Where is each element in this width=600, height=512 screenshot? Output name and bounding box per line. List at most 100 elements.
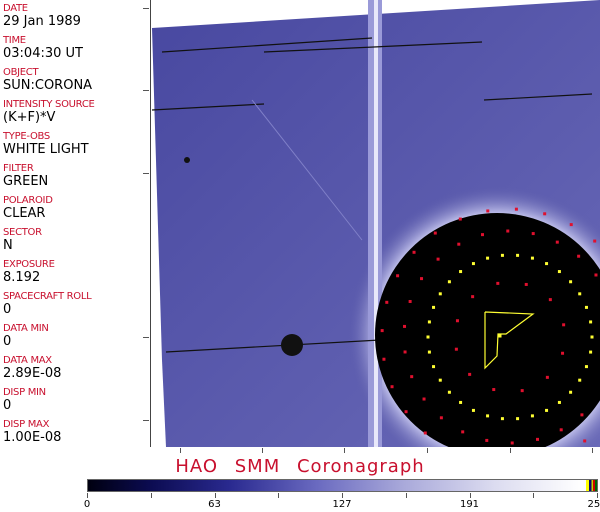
colorbar-tick [405, 493, 407, 498]
field-type-obs: TYPE-OBS WHITE LIGHT [3, 131, 89, 157]
yellow-marker [569, 280, 573, 284]
field-value: (K+F)*V [3, 110, 56, 125]
yellow-marker [584, 305, 588, 309]
yellow-marker [427, 320, 431, 324]
yellow-marker [500, 417, 504, 421]
yellow-marker [589, 320, 593, 324]
red-marker [485, 438, 489, 442]
colorbar-tick-label: 0 [83, 499, 91, 510]
red-marker [385, 300, 389, 304]
red-marker [543, 212, 547, 216]
red-marker [457, 242, 461, 246]
red-marker [403, 324, 407, 328]
yellow-marker [584, 365, 588, 369]
red-marker [396, 274, 400, 278]
yellow-marker [432, 365, 436, 369]
dust-spot [184, 157, 190, 163]
red-marker [496, 281, 500, 285]
field-value: CLEAR [3, 206, 46, 221]
red-marker [468, 372, 472, 376]
yellow-marker [557, 270, 561, 274]
red-marker [403, 350, 407, 354]
colorbar-overlay-colors [586, 480, 597, 491]
colorbar-tick-label: 255 [587, 499, 600, 510]
pylon-highlight [374, 0, 378, 447]
field-label: EXPOSURE [3, 259, 55, 270]
yellow-marker [471, 262, 475, 266]
axis-tick [427, 448, 428, 453]
colorbar [87, 479, 598, 492]
axis-tick [262, 448, 263, 453]
yellow-marker [500, 253, 504, 257]
axis-tick [143, 8, 149, 9]
field-exposure: EXPOSURE 8.192 [3, 259, 55, 285]
field-label: FILTER [3, 163, 34, 174]
field-label: SPACECRAFT ROLL [3, 291, 92, 302]
red-marker [545, 375, 549, 379]
red-marker [380, 329, 384, 333]
red-marker [455, 319, 459, 323]
red-marker [404, 410, 408, 414]
red-marker [480, 233, 484, 237]
red-marker [562, 323, 566, 327]
red-marker [514, 207, 518, 211]
yellow-marker [486, 414, 490, 418]
yellow-marker [557, 400, 561, 404]
colorbar-tick [278, 493, 280, 498]
field-polaroid: POLAROID CLEAR [3, 195, 53, 221]
yellow-marker [578, 378, 582, 382]
field-label: INTENSITY SOURCE [3, 99, 95, 110]
field-intensity-source: INTENSITY SOURCE (K+F)*V [3, 99, 95, 125]
colorbar-tick [533, 493, 535, 498]
field-data-min: DATA MIN 0 [3, 323, 49, 349]
red-marker [569, 223, 573, 227]
field-value: WHITE LIGHT [3, 142, 89, 157]
field-label: DISP MIN [3, 387, 46, 398]
yellow-marker [516, 417, 520, 421]
red-marker [486, 209, 490, 213]
red-marker [510, 441, 514, 445]
yellow-marker [459, 270, 463, 274]
field-disp-max: DISP MAX 1.00E-08 [3, 419, 61, 445]
field-value: 0 [3, 334, 12, 349]
field-date: DATE 29 Jan 1989 [3, 3, 81, 29]
yellow-marker [426, 335, 430, 339]
red-marker [520, 389, 524, 393]
red-marker [439, 416, 443, 420]
field-sector: SECTOR N [3, 227, 42, 253]
yellow-marker [471, 408, 475, 412]
field-value: 2.89E-08 [3, 366, 62, 381]
red-marker [492, 388, 496, 392]
red-marker [433, 231, 437, 235]
axis-tick [344, 448, 345, 453]
colorbar-tick-label: 191 [459, 499, 480, 510]
red-marker [436, 257, 440, 261]
red-marker [471, 295, 475, 299]
red-marker [548, 298, 552, 302]
red-marker [461, 430, 465, 434]
field-value: 8.192 [3, 270, 41, 285]
field-value: 03:04:30 UT [3, 46, 83, 61]
colorbar-tick-label: 63 [208, 499, 221, 510]
red-marker [408, 299, 412, 303]
yellow-marker [530, 256, 534, 260]
axis-tick [143, 420, 149, 421]
yellow-marker [459, 400, 463, 404]
field-disp-min: DISP MIN 0 [3, 387, 46, 413]
colorbar-tick [597, 493, 598, 498]
red-marker [506, 229, 510, 233]
overlay-polygon [484, 311, 535, 370]
field-label: SECTOR [3, 227, 42, 238]
red-marker [555, 240, 559, 244]
field-label: DATA MAX [3, 355, 52, 366]
red-marker [412, 250, 416, 254]
yellow-marker [590, 335, 594, 339]
axis-tick [143, 337, 149, 338]
red-marker [580, 413, 584, 417]
red-marker [577, 254, 581, 258]
field-label: OBJECT [3, 67, 39, 78]
yellow-marker [447, 280, 451, 284]
field-spacecraft-roll: SPACECRAFT ROLL 0 [3, 291, 92, 317]
red-marker [531, 232, 535, 236]
field-value: N [3, 238, 13, 253]
